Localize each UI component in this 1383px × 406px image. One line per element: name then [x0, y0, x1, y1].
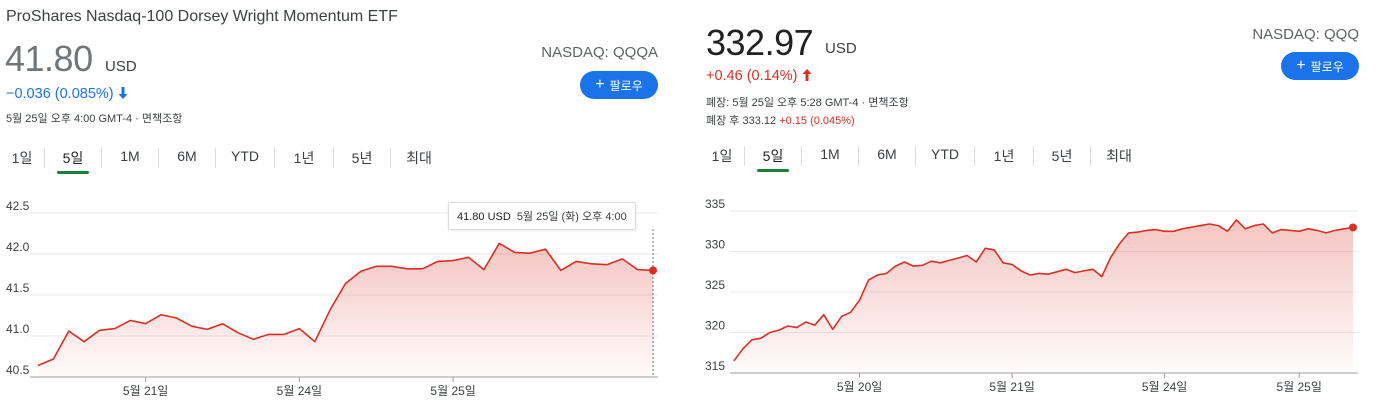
y-tick-label: 325 — [705, 278, 725, 292]
price-area-fill — [38, 243, 653, 377]
y-tick-label: 335 — [705, 197, 725, 211]
tab-divider — [858, 146, 859, 166]
tab-1y[interactable]: 1년 — [993, 148, 1015, 164]
y-tick-label: 42.0 — [6, 240, 30, 254]
after-hours-change: +0.15 (0.045%) — [779, 115, 855, 127]
y-tick-label: 41.0 — [6, 322, 30, 336]
tab-divider — [1033, 146, 1034, 166]
x-tick-label: 5월 24일 — [277, 384, 322, 398]
tab-max[interactable]: 최대 — [406, 150, 432, 166]
y-tick-label: 41.5 — [6, 281, 30, 295]
tab-divider — [390, 148, 391, 168]
last-price-marker — [1349, 223, 1357, 232]
x-tick-label: 5월 21일 — [123, 384, 168, 398]
time-range-tabs: 1일 5일 1M 6M YTD 1년 5년 최대 — [0, 146, 447, 172]
y-tick-label: 40.5 — [6, 363, 30, 377]
plus-icon: + — [1296, 56, 1306, 74]
price-chart-qqqa[interactable]: 42.5 42.0 41.5 41.0 40.5 5월 21일 5월 24일 5월 25일 — [0, 180, 680, 406]
price-chart-qqq[interactable]: 335 330 325 320 315 5월 20일 5월 21일 5월 24일 5월 25일 — [700, 180, 1383, 406]
tab-divider — [274, 148, 275, 168]
tab-divider — [333, 148, 334, 168]
after-hours-price: 폐장 후 333.12 — [706, 115, 777, 127]
tab-1d[interactable]: 1일 — [11, 150, 33, 166]
follow-button-label: 팔로우 — [1310, 59, 1344, 74]
etf-quote-panel-qqq: 332.97 USD +0.46 (0.14%) 폐장: 5월 25일 오후 5… — [700, 0, 1383, 406]
price-change: +0.46 (0.14%) — [706, 68, 812, 85]
tooltip-price: 41.80 USD — [457, 211, 511, 223]
arrow-down-icon — [118, 87, 128, 103]
y-tick-label: 320 — [705, 319, 725, 333]
x-tick-label: 5월 24일 — [1142, 380, 1187, 394]
tab-divider — [101, 148, 102, 168]
tab-5d[interactable]: 5일 — [45, 146, 101, 172]
exchange-ticker: NASDAQ: QQQ — [1252, 26, 1359, 43]
tooltip-time: 5월 25일 (화) 오후 4:00 — [516, 211, 627, 223]
tab-divider — [215, 148, 216, 168]
current-price: 332.97 — [706, 22, 814, 63]
price-change: −0.036 (0.085%) — [6, 86, 128, 103]
tab-1d[interactable]: 1일 — [711, 148, 733, 164]
price-change-value: +0.46 (0.14%) — [706, 68, 798, 84]
tab-5y[interactable]: 5년 — [351, 150, 373, 166]
plus-icon: + — [595, 75, 605, 93]
after-hours-quote: 폐장 후 333.12 +0.15 (0.045%) — [706, 112, 855, 128]
arrow-up-icon — [802, 69, 812, 85]
tab-divider — [974, 146, 975, 166]
price-area-fill — [734, 219, 1353, 373]
current-price: 41.80 — [5, 38, 93, 79]
tab-divider — [1090, 146, 1091, 166]
x-tick-label: 5월 20일 — [837, 380, 882, 394]
x-tick-label: 5월 25일 — [1276, 380, 1321, 394]
fund-name: ProShares Nasdaq-100 Dorsey Wright Momen… — [6, 8, 398, 25]
etf-quote-panel-qqqa: ProShares Nasdaq-100 Dorsey Wright Momen… — [0, 0, 680, 406]
y-tick-label: 315 — [705, 359, 725, 373]
tab-1y[interactable]: 1년 — [293, 150, 315, 166]
tab-divider — [801, 146, 802, 166]
tab-5d[interactable]: 5일 — [745, 144, 801, 170]
y-tick-label: 330 — [705, 238, 725, 252]
tab-ytd[interactable]: YTD — [931, 146, 959, 162]
tab-max[interactable]: 최대 — [1106, 148, 1132, 164]
time-range-tabs: 1일 5일 1M 6M YTD 1년 5년 최대 — [700, 144, 1147, 170]
quote-timestamp: 폐장: 5월 25일 오후 5:28 GMT-4 · 면책조항 — [706, 97, 909, 109]
x-tick-label: 5월 25일 — [430, 384, 475, 398]
follow-button[interactable]: + 팔로우 — [1281, 52, 1359, 80]
tab-divider — [915, 146, 916, 166]
tab-6m[interactable]: 6M — [877, 146, 897, 162]
tab-1m[interactable]: 1M — [820, 146, 840, 162]
y-tick-label: 42.5 — [6, 199, 30, 213]
price-line — [37, 242, 654, 367]
chart-tooltip: 41.80 USD 5월 25일 (화) 오후 4:00 — [448, 202, 636, 230]
price-change-value: −0.036 (0.085%) — [6, 86, 114, 102]
exchange-ticker: NASDAQ: QQQA — [541, 44, 658, 61]
follow-button[interactable]: + 팔로우 — [580, 71, 658, 99]
price-currency: USD — [825, 40, 857, 57]
tab-5y[interactable]: 5년 — [1051, 148, 1073, 164]
follow-button-label: 팔로우 — [609, 78, 643, 93]
tab-divider — [158, 148, 159, 168]
tab-1m[interactable]: 1M — [120, 148, 140, 164]
price-currency: USD — [105, 58, 137, 75]
price-line — [733, 219, 1354, 362]
quote-timestamp: 5월 25일 오후 4:00 GMT-4 · 면책조항 — [6, 113, 183, 125]
x-tick-label: 5월 21일 — [989, 380, 1034, 394]
tab-6m[interactable]: 6M — [177, 148, 197, 164]
last-price-marker — [649, 266, 657, 275]
tab-ytd[interactable]: YTD — [231, 148, 259, 164]
